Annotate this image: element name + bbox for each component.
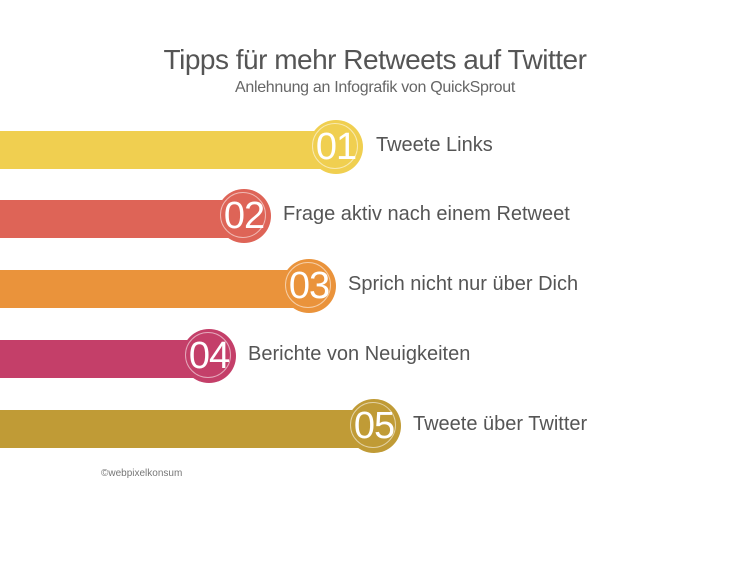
page-subtitle: Anlehnung an Infografik von QuickSprout <box>234 79 516 96</box>
tip-circle: 02 <box>217 189 271 243</box>
tip-circle: 05 <box>347 399 401 453</box>
tip-bar <box>0 131 340 169</box>
copyright-credit: ©webpixelkonsum <box>101 468 183 479</box>
tip-item-3: 03 Sprich nicht nur über Dich <box>0 259 750 319</box>
tip-bar <box>0 270 310 308</box>
tip-number: 05 <box>353 404 395 447</box>
tip-number: 01 <box>315 125 357 168</box>
tip-bar <box>0 340 210 378</box>
tip-item-2: 02 Frage aktiv nach einem Retweet <box>0 189 750 249</box>
tip-circle: 03 <box>282 259 336 313</box>
tip-label: Tweete Links <box>376 134 493 156</box>
tip-number: 04 <box>188 334 230 377</box>
tip-number: 03 <box>288 264 330 307</box>
tip-item-5: 05 Tweete über Twitter <box>0 399 750 459</box>
tip-label: Sprich nicht nur über Dich <box>348 273 579 295</box>
page-title: Tipps für mehr Retweets auf Twitter <box>163 44 587 75</box>
tip-circle: 04 <box>182 329 236 383</box>
tip-label: Berichte von Neuigkeiten <box>248 343 471 365</box>
tip-circle: 01 <box>309 120 363 174</box>
tip-item-4: 04 Berichte von Neuigkeiten <box>0 329 750 389</box>
tip-number: 02 <box>223 194 265 237</box>
tip-bar <box>0 410 375 448</box>
tip-item-1: 01 Tweete Links <box>0 120 750 180</box>
tip-bar <box>0 200 245 238</box>
tip-label: Frage aktiv nach einem Retweet <box>283 203 570 225</box>
tip-label: Tweete über Twitter <box>413 413 588 435</box>
